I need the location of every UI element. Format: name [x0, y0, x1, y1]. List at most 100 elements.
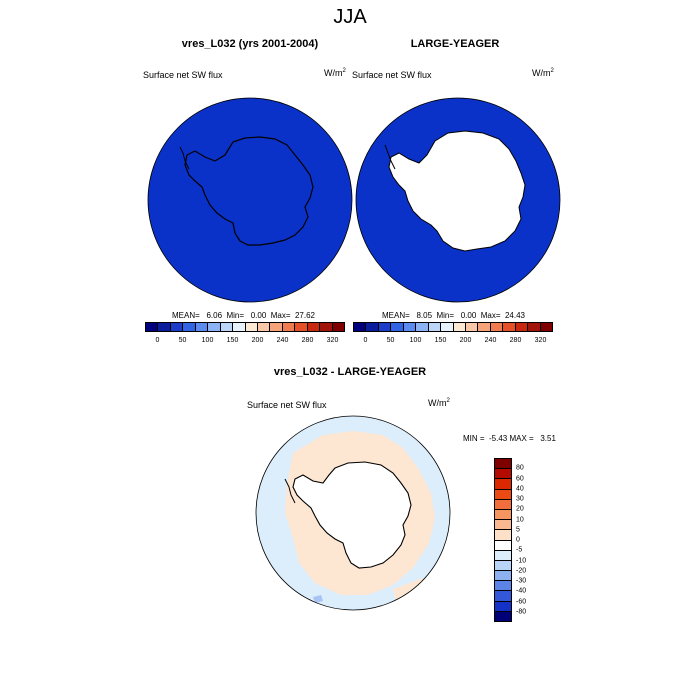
- right-colorbar-swatch: [441, 323, 454, 331]
- left-colorbar-tick-label: 240: [276, 337, 289, 344]
- diff-colorbar-tick-label: 10: [516, 516, 524, 523]
- left-colorbar-swatch: [170, 323, 184, 331]
- diff-colorbar-tick-label: -10: [516, 557, 527, 564]
- left-colorbar-swatch: [146, 323, 159, 331]
- left-colorbar-swatch: [158, 323, 171, 331]
- diff-colorbar-tick-label: -5: [516, 546, 523, 554]
- antarctica-coastline: [292, 461, 412, 569]
- diff-map-title: vres_L032 - LARGE-YEAGER: [273, 366, 427, 378]
- diff-colorbar-tick-label: 30: [516, 495, 524, 503]
- diff-colorbar-tick-label: -40: [516, 587, 527, 595]
- right-colorbar-swatch: [478, 323, 491, 331]
- left-polar-map: [147, 97, 353, 303]
- diff-colorbar-tick-label: 0: [516, 536, 520, 544]
- left-colorbar-swatch: [320, 323, 333, 331]
- diff-colorbar-tick-label: -80: [516, 608, 527, 616]
- right-map-stats: MEAN= 8.05 Min= 0.00 Max= 24.43: [382, 311, 525, 320]
- left-map-units: W/m2: [324, 68, 346, 78]
- right-colorbar-tick-label: 0: [363, 337, 368, 344]
- left-colorbar-swatch: [233, 323, 246, 331]
- diff-colorbar-tick-label: 5: [516, 526, 520, 534]
- right-colorbar-swatch: [366, 323, 379, 331]
- left-map-title: vres_L032 (yrs 2001-2004): [181, 38, 319, 50]
- diff-colorbar-swatch: [495, 601, 511, 612]
- peninsula-coastline: [284, 478, 296, 504]
- diff-colorbar-ticks: 80 60 40 30 20 10 5 0 -5 -10 -20 -30 -40 -60 -80: [516, 458, 546, 622]
- right-map-units: W/m2: [532, 68, 554, 78]
- right-colorbar-swatch: [378, 323, 392, 331]
- left-colorbar-tick-label: 50: [178, 337, 187, 344]
- left-colorbar-ticks: 0 50 100 150 200 240 280 320: [145, 337, 345, 347]
- right-colorbar-swatch: [515, 323, 529, 331]
- diff-colorbar-swatch: [495, 509, 511, 521]
- left-colorbar-swatch: [183, 323, 196, 331]
- left-colorbar-tick-label: 150: [226, 337, 239, 344]
- left-colorbar-swatch: [307, 323, 321, 331]
- right-colorbar-swatch: [391, 323, 404, 331]
- diff-colorbar-swatch: [495, 591, 511, 602]
- diff-colorbar-swatch: [495, 489, 511, 500]
- left-colorbar: [145, 322, 345, 332]
- diff-colorbar-swatch: [495, 459, 511, 470]
- diff-colorbar-tick-label: 20: [516, 505, 524, 513]
- diff-colorbar-swatch: [495, 611, 511, 621]
- right-colorbar-swatch: [416, 323, 429, 331]
- ocean-field: [147, 97, 353, 303]
- left-colorbar-swatch: [270, 323, 283, 331]
- right-colorbar-tick-label: 150: [434, 337, 447, 344]
- diff-colorbar-swatch: [495, 530, 511, 541]
- right-colorbar-swatch: [490, 323, 504, 331]
- right-colorbar-tick-label: 240: [484, 337, 497, 344]
- peninsula-coastline: [384, 144, 396, 170]
- peninsula-coastline: [179, 146, 190, 170]
- right-colorbar-swatch: [465, 323, 479, 331]
- right-colorbar-tick-label: 50: [386, 337, 395, 344]
- right-colorbar-tick-label: 100: [409, 337, 422, 344]
- right-polar-map: [355, 97, 561, 303]
- right-colorbar-swatch: [540, 323, 552, 331]
- right-colorbar-swatch: [453, 323, 466, 331]
- left-colorbar-swatch: [208, 323, 221, 331]
- right-colorbar-tick-label: 200: [459, 337, 472, 344]
- right-colorbar-swatch: [403, 323, 417, 331]
- right-map-title: LARGE-YEAGER: [410, 38, 500, 50]
- diff-map-variable-label: Surface net SW flux: [247, 400, 327, 410]
- right-colorbar-ticks: 0 50 100 150 200 240 280 320: [353, 337, 553, 347]
- right-colorbar: [353, 322, 553, 332]
- diff-colorbar-tick-label: -60: [516, 598, 527, 605]
- diff-colorbar-swatch: [495, 499, 511, 510]
- diff-colorbar-tick-label: 40: [516, 485, 524, 493]
- diff-colorbar-swatch: [495, 520, 511, 531]
- left-colorbar-swatch: [245, 323, 258, 331]
- right-colorbar-swatch: [428, 323, 442, 331]
- diff-colorbar-swatch: [495, 560, 511, 572]
- left-colorbar-swatch: [332, 323, 344, 331]
- left-colorbar-tick-label: 0: [155, 337, 160, 344]
- left-colorbar-swatch: [220, 323, 234, 331]
- left-colorbar-tick-label: 320: [326, 337, 339, 344]
- diff-colorbar-swatch: [495, 571, 511, 582]
- right-map-variable-label: Surface net SW flux: [352, 70, 432, 80]
- left-colorbar-swatch: [257, 323, 271, 331]
- difference-polar-map: [255, 415, 451, 611]
- diff-colorbar-swatch: [495, 581, 511, 592]
- right-colorbar-tick-label: 320: [534, 337, 547, 344]
- left-colorbar-tick-label: 280: [301, 337, 314, 344]
- right-colorbar-tick-label: 280: [509, 337, 522, 344]
- left-map-stats: MEAN= 6.06 Min= 0.00 Max= 27.62: [172, 311, 315, 320]
- diff-colorbar-tick-label: 60: [516, 475, 524, 482]
- diff-colorbar: [494, 458, 512, 622]
- right-colorbar-swatch: [528, 323, 541, 331]
- left-colorbar-swatch: [295, 323, 308, 331]
- diff-colorbar-swatch: [495, 550, 511, 561]
- right-colorbar-swatch: [503, 323, 516, 331]
- diff-colorbar-swatch: [495, 479, 511, 490]
- left-colorbar-tick-label: 100: [201, 337, 214, 344]
- diff-colorbar-tick-label: -30: [516, 577, 527, 585]
- diff-colorbar-swatch: [495, 540, 511, 551]
- left-colorbar-tick-label: 200: [251, 337, 264, 344]
- main-title: JJA: [333, 6, 367, 28]
- diff-map-units: W/m2: [428, 398, 450, 408]
- diff-map-stats: MIN = -5.43 MAX = 3.51: [463, 434, 556, 443]
- diff-colorbar-tick-label: 80: [516, 464, 524, 472]
